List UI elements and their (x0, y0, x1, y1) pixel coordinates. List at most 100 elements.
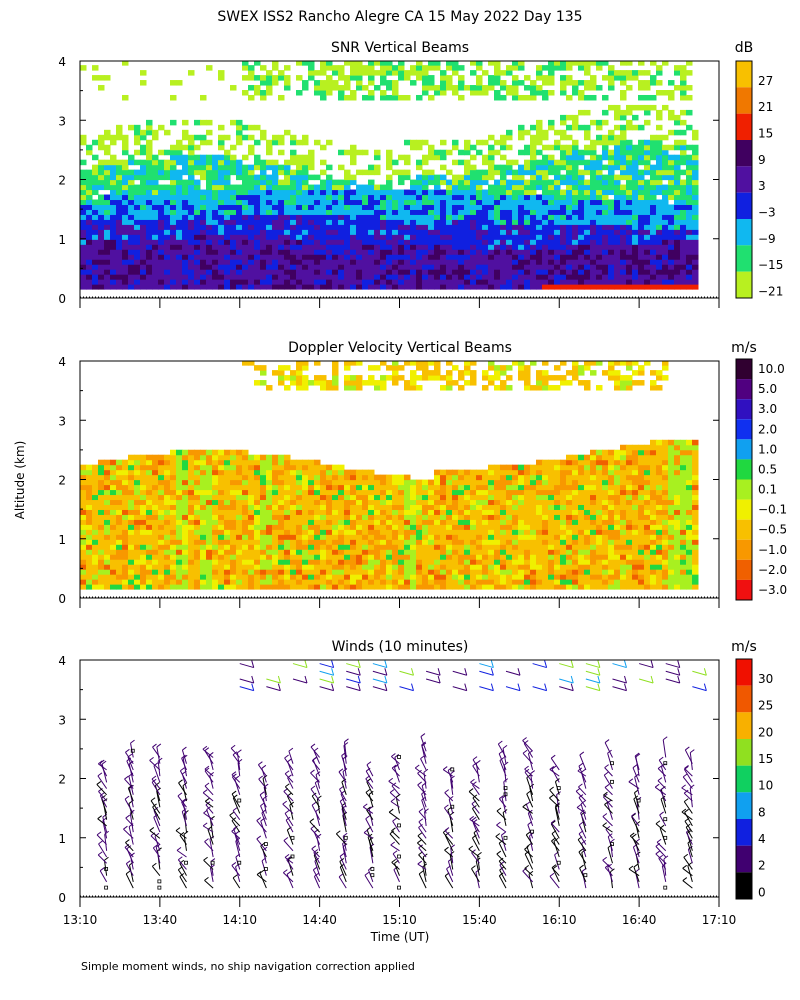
doppler-cell (386, 574, 393, 580)
doppler-cell (86, 529, 93, 535)
snr-cell (524, 239, 531, 245)
doppler-cell (170, 549, 177, 555)
doppler-cell (182, 474, 189, 481)
snr-cell (356, 219, 363, 225)
doppler-cell (86, 584, 93, 590)
doppler-cell (314, 539, 321, 545)
doppler-cell (314, 519, 321, 525)
snr-cell (308, 199, 315, 206)
doppler-cell (326, 509, 333, 515)
doppler-cell (242, 519, 249, 525)
snr-cell (320, 90, 327, 96)
snr-cell (614, 209, 621, 215)
doppler-cell (350, 579, 357, 585)
doppler-cell (404, 504, 411, 510)
snr-cell (608, 179, 615, 186)
snr-cell (134, 204, 141, 210)
snr-cell (386, 249, 393, 255)
snr-cell (110, 249, 117, 255)
snr-cell (674, 184, 681, 191)
snr-cell (368, 94, 375, 101)
doppler-cell (410, 509, 417, 515)
snr-cell (344, 254, 351, 260)
snr-cell (218, 279, 225, 285)
doppler-cell (182, 539, 189, 545)
doppler-cell (380, 554, 387, 560)
snr-cell (662, 90, 669, 96)
doppler-cell (194, 449, 201, 456)
snr-cell (266, 199, 273, 206)
doppler-cell (326, 544, 333, 550)
snr-cell (452, 219, 459, 225)
snr-cell (566, 174, 573, 181)
snr-cell (230, 249, 237, 255)
snr-cell (620, 259, 627, 265)
snr-cell (188, 134, 195, 141)
snr-cell (620, 249, 627, 255)
snr-cell (452, 204, 459, 210)
snr-cell (290, 239, 297, 245)
snr-cell (656, 269, 663, 275)
snr-cell (386, 224, 393, 230)
snr-cell (368, 244, 375, 250)
snr-cell (164, 189, 171, 196)
snr-cell (350, 229, 357, 235)
doppler-cell (98, 464, 105, 471)
snr-cell (626, 119, 633, 126)
snr-cell (128, 204, 135, 210)
snr-cell (446, 75, 453, 81)
snr-cell (356, 269, 363, 275)
doppler-cell (134, 554, 141, 560)
snr-cell (548, 244, 555, 250)
snr-cell (254, 164, 261, 171)
snr-cell (296, 274, 303, 280)
snr-cell (80, 169, 87, 176)
snr-cell (116, 269, 123, 275)
snr-cell (92, 65, 99, 71)
doppler-cell (182, 584, 189, 590)
snr-cell (152, 179, 159, 186)
snr-cell (338, 184, 345, 191)
doppler-cell (314, 484, 321, 491)
colorbar-label: −15 (758, 258, 783, 272)
doppler-cell (206, 499, 213, 506)
doppler-cell (170, 459, 177, 466)
snr-cell (458, 269, 465, 275)
snr-cell (602, 109, 609, 116)
snr-cell (272, 224, 279, 230)
snr-cell (584, 229, 591, 235)
snr-cell (482, 214, 489, 220)
doppler-cell (206, 454, 213, 461)
doppler-cell (110, 574, 117, 580)
snr-cell (518, 80, 525, 86)
snr-cell (158, 264, 165, 270)
snr-cell (302, 85, 309, 91)
snr-cell (494, 264, 501, 270)
snr-cell (374, 234, 381, 240)
doppler-cell (188, 554, 195, 560)
doppler-cell (218, 469, 225, 476)
snr-cell (542, 164, 549, 171)
snr-cell (536, 70, 543, 76)
snr-cell (194, 184, 201, 191)
snr-cell (254, 124, 261, 131)
snr-cell (686, 94, 693, 101)
snr-cell (302, 189, 309, 196)
snr-cell (158, 214, 165, 220)
snr-cell (668, 94, 675, 101)
snr-cell (92, 139, 99, 146)
snr-cell (674, 70, 681, 76)
snr-cell (350, 254, 357, 260)
snr-cell (284, 244, 291, 250)
snr-cell (374, 239, 381, 245)
snr-cell (476, 254, 483, 260)
snr-cell (488, 259, 495, 265)
doppler-cell (266, 554, 273, 560)
doppler-cell (218, 519, 225, 525)
snr-cell (668, 129, 675, 136)
snr-cell (596, 284, 603, 290)
snr-cell (236, 174, 243, 181)
doppler-cell (140, 579, 147, 585)
snr-cell (368, 249, 375, 255)
snr-cell (380, 254, 387, 260)
